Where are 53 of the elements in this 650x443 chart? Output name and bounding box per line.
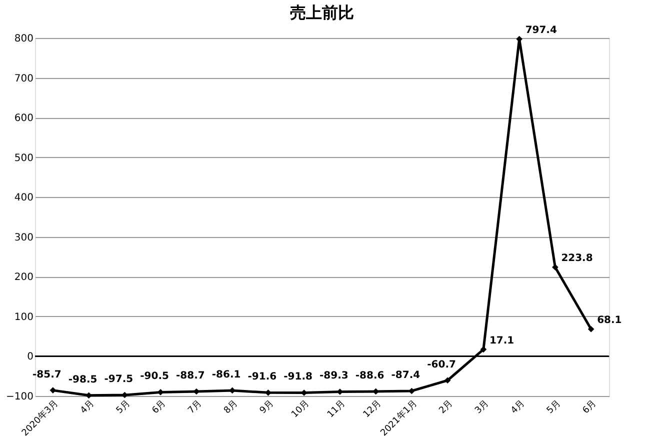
x-tick-label: 5月	[545, 398, 563, 416]
x-tick-label: 12月	[362, 398, 384, 420]
point	[552, 264, 558, 270]
x-tick-label: 5月	[114, 398, 132, 416]
y-tick-label: 400	[14, 192, 34, 204]
y-tick-label: 700	[14, 73, 34, 84]
point	[229, 387, 236, 394]
data-label: 17.1	[489, 335, 514, 346]
y-tick-label: 800	[14, 34, 34, 44]
point	[265, 389, 272, 396]
point	[157, 389, 164, 396]
x-tick-label: 6月	[150, 398, 168, 416]
x-tick-label: 9月	[258, 398, 276, 416]
data-label: -91.8	[284, 372, 313, 383]
x-tick-label: 4月	[78, 398, 96, 416]
x-tick-label: 4月	[509, 398, 527, 416]
point	[588, 326, 594, 332]
point	[122, 392, 128, 398]
chart-title: 売上前比	[290, 3, 354, 22]
y-tick-label: 100	[14, 312, 34, 323]
data-label: -88.7	[176, 370, 205, 382]
point	[480, 346, 487, 353]
data-label: 223.8	[561, 253, 593, 264]
data-label: -98.5	[68, 374, 98, 386]
point	[86, 392, 92, 399]
point	[444, 377, 451, 384]
data-label: -88.6	[355, 370, 384, 382]
data-label: -97.5	[104, 374, 134, 386]
data-label: 68.1	[597, 315, 622, 326]
data-label: -90.5	[140, 371, 170, 382]
y-tick-label: 300	[14, 232, 34, 244]
data-label: -85.7	[32, 369, 62, 380]
point	[408, 388, 415, 394]
data-label: 797.4	[525, 25, 557, 36]
y-tick-label: 600	[14, 113, 34, 124]
point	[50, 387, 56, 394]
data-label: -60.7	[427, 359, 456, 370]
y-tick-label: −100	[6, 392, 34, 402]
x-tick-label: 3月	[474, 398, 492, 416]
x-tick-label: 10月	[290, 398, 312, 420]
x-tick-label: 7月	[186, 398, 204, 416]
data-label: -87.4	[391, 370, 420, 381]
y-tick-label: 200	[14, 272, 34, 284]
data-label: -86.1	[212, 369, 241, 380]
x-tick-label: 8月	[222, 398, 240, 416]
data-label: -89.3	[320, 370, 348, 382]
x-tick-label: 2月	[438, 398, 456, 416]
point	[372, 388, 379, 395]
y-tick-label: 500	[14, 152, 34, 164]
data-label: -91.6	[248, 372, 277, 383]
x-tick-label: 11月	[326, 398, 348, 420]
y-tick-label: 0	[27, 352, 34, 363]
x-tick-label: 6月	[581, 398, 599, 416]
